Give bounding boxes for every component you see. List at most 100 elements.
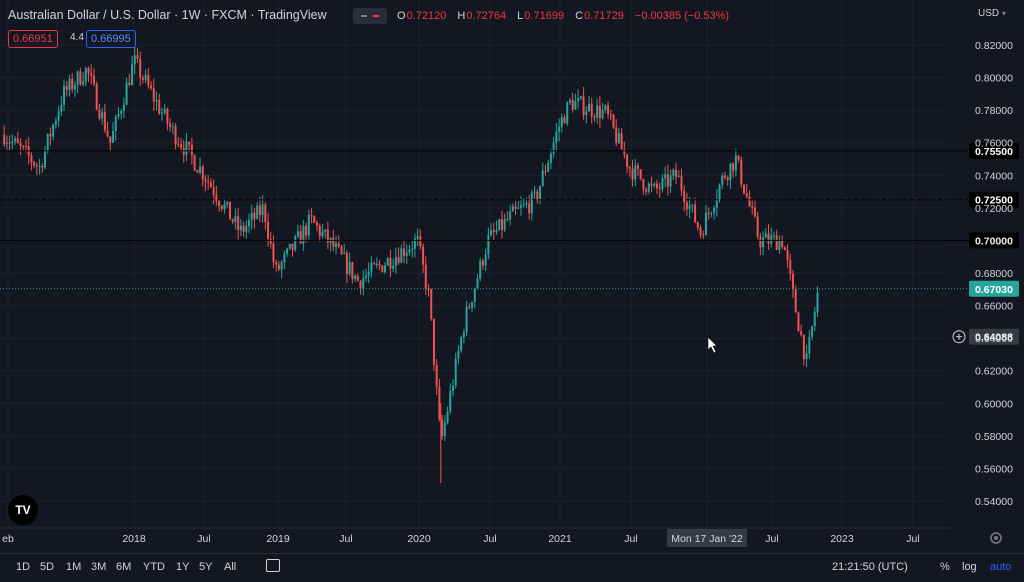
timeframe-5d-button[interactable]: 5D [40,561,55,573]
timeframe-1m-button[interactable]: 1M [66,561,82,573]
price-tick-label: 0.72000 [975,203,1013,215]
candle-body [422,246,425,265]
plus-circle-icon[interactable] [952,330,966,344]
candle-body [792,273,794,290]
candle-body [234,216,237,222]
candle-body [209,182,212,188]
candle-body [664,174,667,179]
candle-body [16,138,19,144]
candle-body [378,263,381,266]
candle-body [656,183,658,189]
candle-body [231,219,234,222]
candle-body [95,83,98,110]
candle-body [160,112,163,114]
percent-scale-button[interactable]: % [940,561,950,573]
horizontal-lines[interactable]: 0.75500 0.72500 0.70000 0.67030 0.64088 [0,142,1019,345]
candle-body [24,146,27,148]
candle-body [645,189,648,192]
tradingview-logo[interactable]: TV [8,495,38,525]
candle-body [797,312,800,332]
candle-body [718,184,721,199]
time-tick-label: Jul [906,533,919,545]
candle-body [364,275,367,279]
timeframe-1y-button[interactable]: 1Y [176,561,190,573]
symbol-title[interactable]: Australian Dollar / U.S. Dollar · 1W · F… [8,8,327,22]
timeframe-3m-button[interactable]: 3M [91,561,107,573]
candle-body [607,105,610,115]
candle-body [558,126,561,132]
candle-body [623,149,626,155]
clock[interactable]: 21:21:50 (UTC) [832,561,908,573]
candle-body [68,78,71,90]
candle-body [114,116,117,132]
candle-body [533,191,536,193]
candle-body [76,71,79,86]
candle-body [101,112,104,119]
candle-body [19,143,22,146]
timeframe-1d-button[interactable]: 1D [16,561,31,573]
candle-body [362,278,365,289]
visibility-toggle[interactable] [353,8,387,24]
candle-body [204,179,207,182]
log-scale-button[interactable]: log [962,561,977,573]
candle-body [756,216,759,237]
time-axis[interactable]: eb 2018 Jul 2019 Jul 2020 Jul 2021 Jul Mon 17 Jan… [0,527,950,547]
candle-body [92,75,95,84]
candle-body [87,67,90,73]
price-chart[interactable]: 0.75500 0.72500 0.70000 0.67030 0.64088 0.82… [0,0,1024,553]
timeframe-all-button[interactable]: All [224,561,237,573]
close-value: 0.71729 [584,10,624,22]
candle-body [530,192,533,214]
candle-body [63,85,66,105]
auto-scale-button[interactable]: auto [990,561,1012,573]
candle-body [356,275,359,281]
candle-body [397,257,400,263]
candle-body [753,207,756,217]
candle-body [215,194,218,201]
timeframe-6m-button[interactable]: 6M [116,561,132,573]
candle-body [14,138,17,142]
candle-body [775,235,778,250]
candle-body [22,145,25,147]
candle-body [495,230,498,233]
candle-body [745,193,748,197]
calendar-range-icon[interactable] [266,559,280,572]
hide-icon [361,15,367,17]
candle-body [601,109,604,119]
price-tick-label: 0.80000 [975,73,1013,85]
candle-body [443,422,446,436]
candle-body [239,225,242,231]
price-tick-label: 0.56000 [975,463,1013,475]
sell-price-button[interactable]: 0.66951 [8,30,58,48]
candle-body [33,162,36,166]
candle-body [117,113,120,117]
candle-body [593,116,596,118]
candle-body [446,411,449,423]
bottom-toolbar: 1D 5D 1M 3M 6M YTD 1Y 5Y All 21:21:50 (UTC) % lo… [0,553,1024,582]
candle-body [250,212,253,220]
timeframe-ytd-button[interactable]: YTD [143,561,165,573]
candle-body [73,85,76,90]
candle-body [310,215,313,217]
timeframe-5y-button[interactable]: 5Y [199,561,213,573]
candle-body [112,131,114,143]
candle-body [65,85,68,90]
candle-body [144,75,147,80]
candle-body [367,271,370,276]
candle-body [201,166,204,180]
candle-body [457,350,460,359]
chevron-down-icon: ▾ [1001,9,1006,18]
candle-body [413,238,416,249]
currency-selector[interactable]: USD ▾ [978,8,1006,19]
gear-icon[interactable] [990,532,1002,544]
candle-body [816,292,819,313]
candle-body [694,204,697,223]
buy-price-button[interactable]: 0.66995 [86,30,136,48]
price-label: 0.70000 [975,235,1013,247]
candle-body [166,109,169,124]
candle-body [560,117,563,127]
price-axis[interactable]: 0.82000 0.80000 0.78000 0.76000 0.74000 0.720… [975,40,1013,508]
price-tick-label: 0.76000 [975,138,1013,150]
candle-body [237,216,240,231]
candle-body [283,253,286,263]
